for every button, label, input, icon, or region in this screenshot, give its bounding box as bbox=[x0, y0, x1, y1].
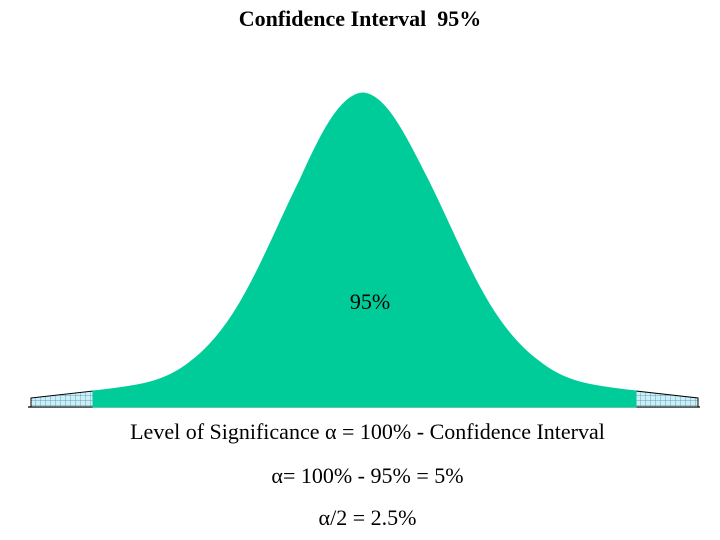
half-alpha-text: /2 = 2.5% bbox=[330, 505, 417, 530]
confidence-percent-label: 95% bbox=[349, 289, 391, 314]
significance-suffix: = 100% - Confidence Interval bbox=[336, 419, 605, 444]
significance-definition: Level of Significance α = 100% - Confide… bbox=[0, 419, 720, 445]
diagram-title: Confidence Interval 95% bbox=[238, 6, 482, 31]
alpha-symbol: α bbox=[318, 505, 331, 530]
confidence-region bbox=[92, 92, 637, 408]
alpha-calc-text: = 100% - 95% = 5% bbox=[282, 463, 464, 488]
alpha-symbol: α bbox=[324, 419, 337, 444]
left-tail-region bbox=[30, 390, 94, 408]
alpha-calculation: α= 100% - 95% = 5% bbox=[0, 463, 720, 489]
alpha-symbol: α bbox=[271, 463, 283, 488]
right-tail-region bbox=[635, 390, 699, 408]
half-alpha-calculation: α/2 = 2.5% bbox=[0, 505, 720, 531]
significance-prefix: Level of Significance bbox=[130, 419, 325, 444]
